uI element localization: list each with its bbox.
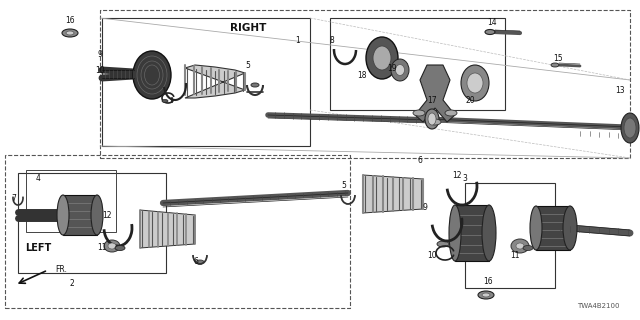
Ellipse shape: [445, 110, 457, 116]
Text: 5: 5: [342, 180, 346, 189]
Ellipse shape: [428, 113, 436, 125]
Text: 6: 6: [417, 156, 422, 164]
Polygon shape: [455, 205, 489, 261]
Ellipse shape: [563, 206, 577, 250]
Ellipse shape: [396, 65, 404, 76]
Ellipse shape: [108, 243, 116, 249]
Text: 3: 3: [463, 173, 467, 182]
Text: 15: 15: [553, 53, 563, 62]
Bar: [18, 173, 166, 273]
Text: 6: 6: [193, 257, 198, 266]
Text: 9: 9: [97, 50, 102, 59]
Ellipse shape: [57, 195, 69, 235]
Ellipse shape: [482, 205, 496, 261]
Text: 20: 20: [465, 95, 475, 105]
Text: 9: 9: [422, 203, 428, 212]
Bar: [330, 18, 505, 110]
Ellipse shape: [373, 46, 391, 70]
Ellipse shape: [449, 205, 461, 261]
Ellipse shape: [429, 119, 441, 125]
Ellipse shape: [482, 293, 490, 297]
Bar: [100, 10, 630, 158]
Polygon shape: [415, 65, 455, 122]
Ellipse shape: [437, 241, 449, 247]
Ellipse shape: [66, 31, 74, 35]
Ellipse shape: [516, 243, 524, 249]
Bar: [5, 155, 350, 308]
Text: 12: 12: [102, 211, 112, 220]
Ellipse shape: [478, 291, 494, 299]
Ellipse shape: [162, 100, 168, 102]
Ellipse shape: [196, 260, 204, 264]
Text: 4: 4: [36, 173, 40, 182]
Polygon shape: [140, 210, 195, 248]
Text: FR.: FR.: [55, 266, 67, 275]
Text: 8: 8: [330, 36, 334, 44]
Bar: [465, 183, 555, 288]
Text: 2: 2: [70, 279, 74, 289]
Text: RIGHT: RIGHT: [230, 23, 266, 33]
Text: 19: 19: [387, 63, 397, 73]
Text: 5: 5: [246, 60, 250, 69]
Bar: [102, 18, 310, 146]
Ellipse shape: [511, 239, 529, 253]
Ellipse shape: [624, 118, 636, 138]
Text: 1: 1: [296, 36, 300, 44]
Text: 10: 10: [427, 252, 437, 260]
Ellipse shape: [62, 29, 78, 37]
Text: 18: 18: [357, 70, 367, 79]
Text: 16: 16: [65, 15, 75, 25]
Ellipse shape: [551, 63, 559, 67]
Text: 13: 13: [615, 85, 625, 94]
Polygon shape: [536, 206, 570, 250]
Text: 7: 7: [12, 194, 17, 203]
Text: 17: 17: [427, 95, 437, 105]
Text: 11: 11: [510, 251, 520, 260]
Ellipse shape: [621, 113, 639, 143]
Ellipse shape: [485, 29, 495, 35]
Text: 10: 10: [95, 66, 105, 75]
Ellipse shape: [530, 206, 542, 250]
Polygon shape: [363, 175, 423, 213]
Ellipse shape: [91, 195, 103, 235]
Ellipse shape: [366, 37, 398, 79]
Ellipse shape: [425, 109, 439, 129]
Ellipse shape: [104, 240, 120, 252]
Ellipse shape: [467, 73, 483, 93]
Ellipse shape: [391, 59, 409, 81]
Ellipse shape: [251, 83, 259, 87]
Text: 11: 11: [97, 244, 107, 252]
Text: TWA4B2100: TWA4B2100: [577, 303, 620, 309]
Bar: [26, 170, 116, 232]
Ellipse shape: [133, 51, 171, 99]
Ellipse shape: [115, 245, 125, 251]
Ellipse shape: [413, 110, 425, 116]
Polygon shape: [63, 195, 97, 235]
Ellipse shape: [523, 245, 533, 251]
Text: 14: 14: [487, 18, 497, 27]
Text: 16: 16: [483, 277, 493, 286]
Polygon shape: [185, 65, 245, 98]
Ellipse shape: [461, 65, 489, 101]
Text: LEFT: LEFT: [25, 243, 51, 253]
Text: 12: 12: [452, 171, 461, 180]
